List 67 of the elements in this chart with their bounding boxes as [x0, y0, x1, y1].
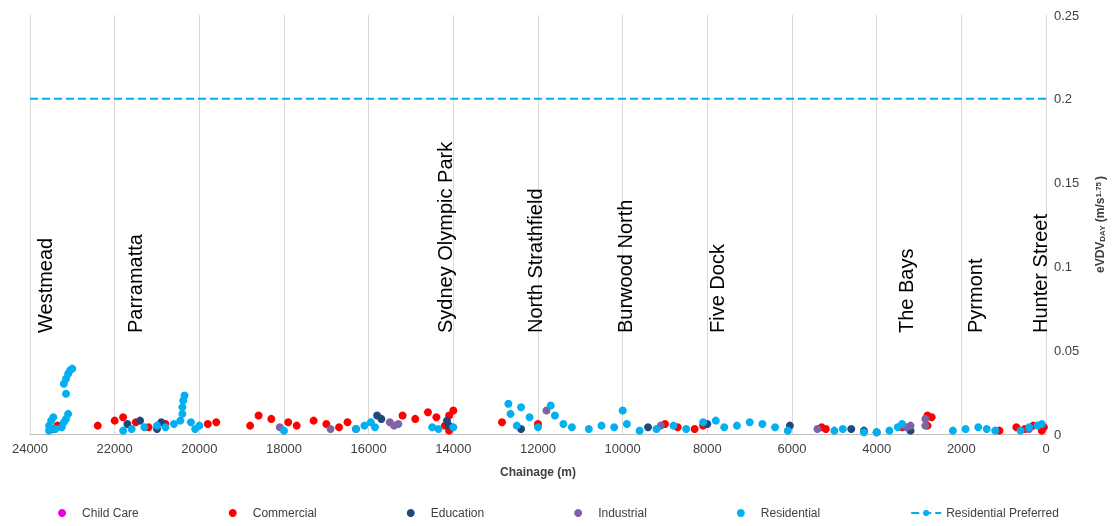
legend-label: Residential — [760, 506, 821, 520]
point — [690, 424, 699, 433]
point — [123, 419, 132, 428]
point — [423, 408, 432, 417]
x-tick-label: 22000 — [96, 441, 133, 456]
point — [267, 414, 276, 423]
annotation: Burwood North — [614, 199, 636, 333]
point — [411, 414, 420, 423]
point — [292, 421, 301, 430]
point — [110, 416, 119, 425]
x-tick-label: 6000 — [777, 441, 807, 456]
point — [398, 411, 407, 420]
point — [813, 424, 822, 433]
point — [644, 423, 653, 432]
legend-label: Child Care — [82, 506, 140, 520]
x-tick-label: 16000 — [350, 441, 387, 456]
x-tick-label: 2000 — [946, 441, 976, 456]
point — [284, 418, 293, 427]
annotation: Pyrmont — [964, 258, 986, 333]
annotation: North Strathfield — [524, 188, 546, 333]
point — [335, 423, 344, 432]
annotation: Five Dock — [706, 243, 728, 333]
point — [326, 424, 335, 433]
x-tick-label: 12000 — [519, 441, 557, 456]
y-tick-label: 0.15 — [1054, 175, 1080, 191]
x-tick-label: 4000 — [862, 441, 892, 456]
point — [136, 416, 145, 425]
x-tick-label: 10000 — [604, 441, 641, 456]
annotation: Parramatta — [124, 233, 146, 333]
annotation: Westmead — [34, 237, 56, 333]
point — [847, 424, 856, 433]
legend-label: Commercial — [252, 506, 317, 520]
point — [212, 418, 221, 427]
legend-label: Industrial — [598, 506, 647, 520]
x-tick-label: 24000 — [11, 441, 49, 456]
point — [246, 421, 255, 430]
point — [377, 414, 386, 423]
annotation: The Bays — [895, 248, 917, 333]
point — [93, 421, 102, 430]
point — [821, 424, 830, 433]
x-tick-label: 18000 — [265, 441, 303, 456]
y-tick-label: 0.05 — [1054, 342, 1080, 358]
point — [449, 406, 458, 415]
point — [309, 416, 318, 425]
point — [119, 413, 128, 422]
point — [343, 418, 352, 427]
annotation: Hunter Street — [1029, 213, 1051, 333]
point — [432, 413, 441, 422]
y-tick-label: 0.1 — [1054, 258, 1073, 274]
point — [322, 419, 331, 428]
y-tick-label: 0.2 — [1054, 91, 1073, 107]
x-tick-label: 0 — [1042, 441, 1050, 456]
y-axis-title: eVDVDAY (m/s1.75) — [1093, 175, 1107, 274]
x-tick-label: 8000 — [692, 441, 722, 456]
legend-label: Education — [430, 506, 485, 520]
point — [498, 418, 507, 427]
y-tick-label: 0.25 — [1054, 7, 1080, 23]
point — [254, 411, 263, 420]
x-axis-title: Chainage (m) — [499, 465, 577, 479]
legend-label: Residential Preferred — [946, 506, 1059, 520]
point — [394, 419, 403, 428]
x-tick-label: 14000 — [435, 441, 472, 456]
x-tick-label: 20000 — [181, 441, 218, 456]
point — [906, 421, 915, 430]
y-tick-label: 0 — [1054, 426, 1062, 442]
annotation: Sydney Olympic Park — [434, 140, 456, 333]
point — [203, 419, 212, 428]
